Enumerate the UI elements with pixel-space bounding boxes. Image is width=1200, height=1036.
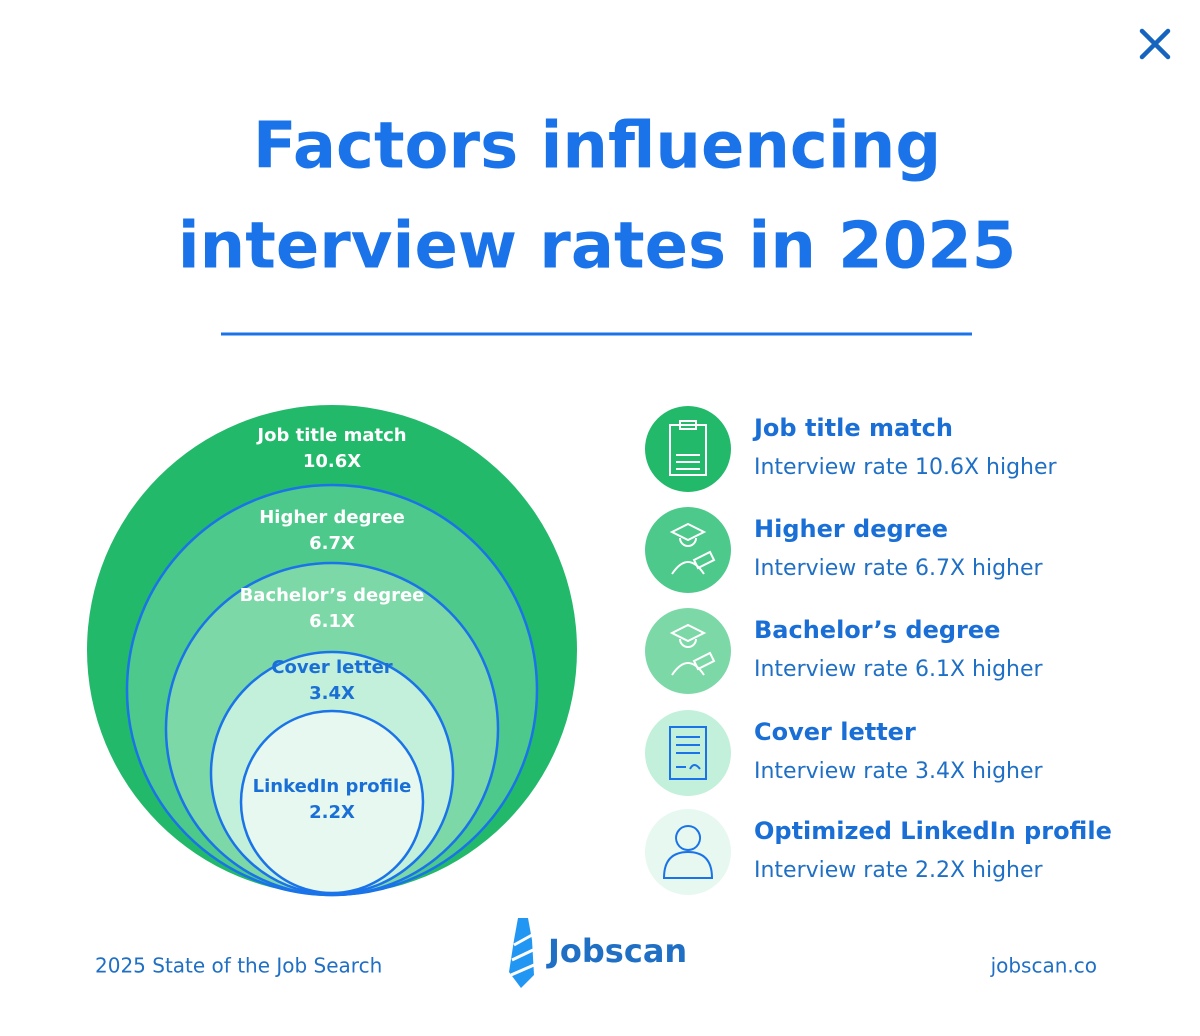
legend-icon <box>645 608 731 694</box>
circle <box>239 709 425 895</box>
footer-right: jobscan.co <box>990 954 1097 978</box>
logo-text: Jobscan <box>546 932 687 970</box>
circle-label: Bachelor’s degree <box>240 585 425 606</box>
title-line: Factors influencing <box>253 110 941 184</box>
legend-description: Interview rate 6.7X higher <box>754 556 1044 581</box>
circle-value: 2.2X <box>309 802 355 823</box>
legend-description: Interview rate 2.2X higher <box>754 858 1044 883</box>
icon-graduate <box>669 623 716 676</box>
legend-icon <box>645 507 731 593</box>
legend: Job title match Interview rate 10.6X high… <box>645 406 1112 895</box>
legend-description: Interview rate 10.6X higher <box>754 455 1058 480</box>
legend-name: Bachelor’s degree <box>754 616 1000 644</box>
legend-name: Cover letter <box>754 718 916 746</box>
circle-value: 6.1X <box>309 611 355 632</box>
circle-label: Higher degree <box>259 507 405 528</box>
legend-icon <box>645 406 731 492</box>
circle-label: LinkedIn profile <box>253 776 412 797</box>
legend-name: Optimized LinkedIn profile <box>754 817 1112 845</box>
icon-letter <box>669 726 707 780</box>
title-line: interview rates in 2025 <box>178 210 1017 284</box>
footer-left: 2025 State of the Job Search <box>95 954 382 978</box>
logo-stripes <box>510 933 535 977</box>
close-icon[interactable] <box>1139 28 1171 60</box>
close-button[interactable] <box>1130 22 1180 68</box>
logo-tie <box>509 918 534 988</box>
icon-clipboard <box>669 420 707 476</box>
circle-value: 10.6X <box>303 451 361 472</box>
legend-name: Job title match <box>752 414 953 442</box>
circle-value: 6.7X <box>309 533 355 554</box>
icon-graduate <box>669 522 716 575</box>
legend-description: Interview rate 3.4X higher <box>754 759 1044 784</box>
legend-name: Higher degree <box>754 515 948 543</box>
icon-profile <box>662 825 714 879</box>
legend-description: Interview rate 6.1X higher <box>754 657 1044 682</box>
circle-value: 3.4X <box>309 683 355 704</box>
circle-label: Cover letter <box>271 657 392 678</box>
logo: Jobscan <box>509 918 687 988</box>
nested-circles: Job title match 10.6X Higher degree 6.7X Bac… <box>87 405 577 897</box>
circle-label: Job title match <box>255 425 406 446</box>
